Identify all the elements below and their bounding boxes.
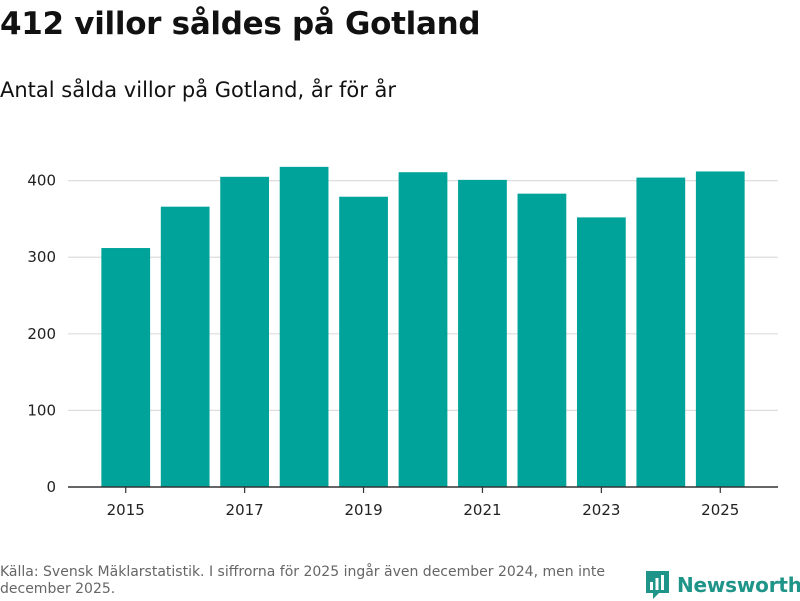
bar-2018 (279, 166, 329, 487)
y-tick-label-400: 400 (27, 172, 56, 190)
bar-2021 (458, 179, 507, 487)
bar-2015 (101, 248, 151, 487)
bar-2020 (398, 172, 448, 487)
newsworthy-logo-icon (646, 571, 669, 599)
brand-name: Newsworthy (677, 573, 800, 597)
bar-2024 (636, 177, 686, 487)
x-tick-label-2021: 2021 (463, 501, 501, 519)
bar-2022 (517, 193, 567, 488)
source-note: Källa: Svensk Mäklarstatistik. I siffror… (0, 564, 605, 597)
axes: 0 100 200 300 400 2015 2017 2019 2021 2023 2025 (27, 172, 778, 519)
chart-subtitle: Antal sålda villor på Gotland, år för år (0, 78, 397, 102)
bar-2017 (220, 176, 270, 487)
x-tick-label-2015: 2015 (107, 501, 145, 519)
y-tick-label-200: 200 (27, 325, 56, 343)
x-tick-label-2023: 2023 (582, 501, 620, 519)
y-tick-label-300: 300 (27, 248, 56, 266)
x-tick-label-2017: 2017 (226, 501, 264, 519)
bar-2019 (339, 196, 388, 487)
bar-2025 (695, 171, 745, 488)
bar-2023 (576, 217, 626, 487)
x-tick-label-2019: 2019 (344, 501, 382, 519)
bar-2016 (160, 206, 210, 487)
bars (101, 166, 745, 488)
chart-title: 412 villor såldes på Gotland (0, 6, 481, 42)
x-tick-label-2025: 2025 (701, 501, 739, 519)
brand-logo: Newsworthy (645, 569, 800, 601)
y-tick-label-0: 0 (46, 478, 56, 496)
y-tick-label-100: 100 (27, 401, 56, 419)
